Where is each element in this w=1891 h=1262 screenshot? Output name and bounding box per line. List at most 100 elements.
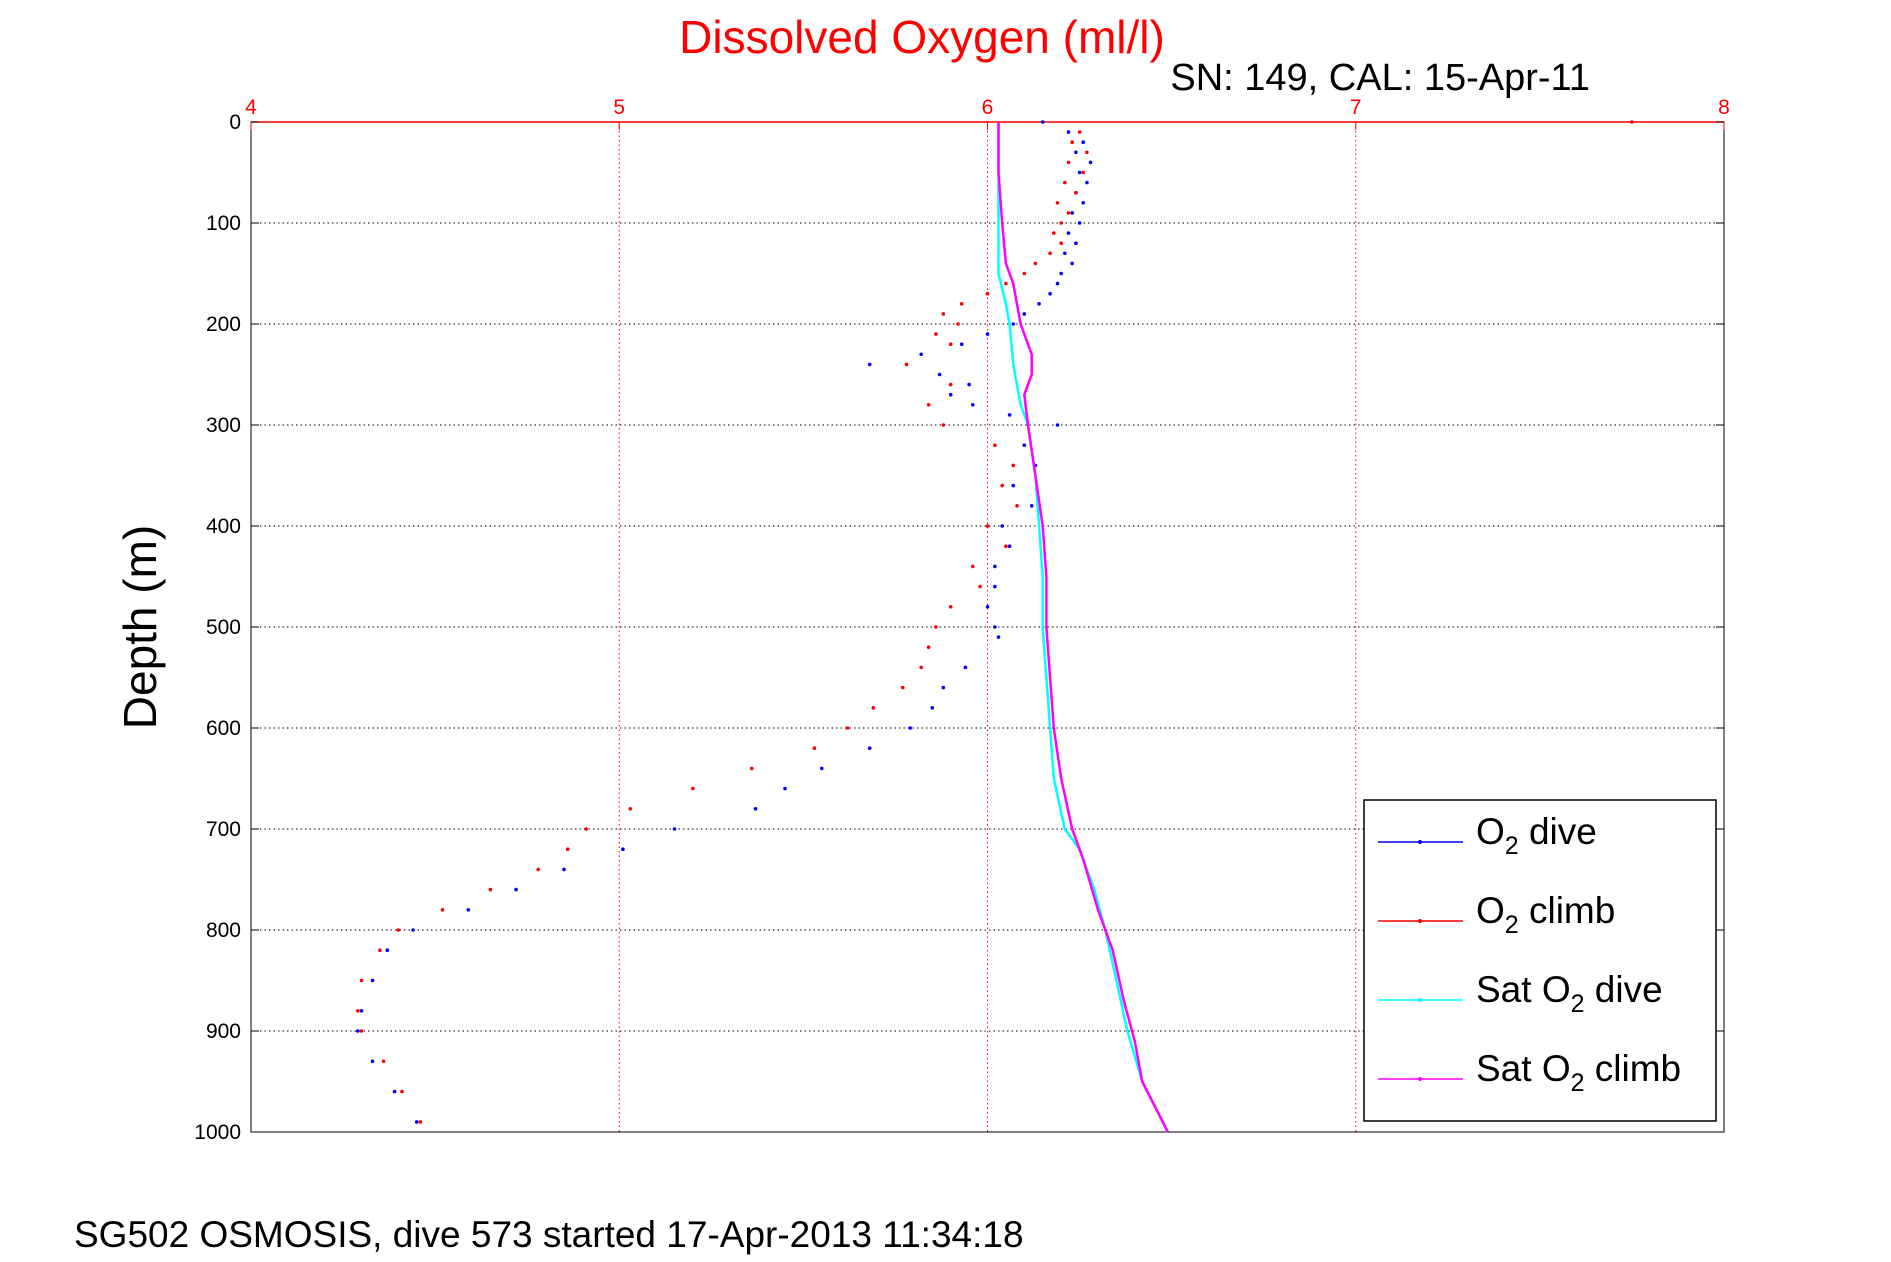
data-point-o2-dive [948,392,953,397]
data-point-o2-climb [941,312,946,316]
data-point-o2-climb [978,584,982,589]
data-point-o2-climb [941,423,946,427]
chart-subtitle: SN: 149, CAL: 15-Apr-11 [1170,57,1590,99]
y-tick-label: 0 [229,111,241,134]
legend: O2 dive O2 climb Sat O2 dive Sat O2 climb [1363,799,1717,1122]
data-point-o2-climb [400,1089,404,1094]
y-tick-label: 400 [206,515,241,538]
data-point-o2-dive [908,726,912,730]
data-point-o2-climb [381,1059,386,1064]
data-point-o2-dive [1070,261,1074,266]
data-point-o2-climb [359,978,364,983]
data-point-o2-dive [1074,150,1078,155]
series-sat-o2-climb [997,122,1170,1133]
data-point-o2-dive [1077,221,1082,225]
grid [251,122,1724,1132]
data-point-o2-dive [466,908,471,912]
data-point-o2-climb [871,706,876,710]
data-point-o2-dive [1055,423,1060,427]
y-tick-label: 100 [206,212,241,235]
legend-label-o2-dive: O2 dive [1476,811,1597,860]
x-tick-label: 4 [245,96,257,119]
data-point-o2-climb [956,322,960,326]
data-point-o2-climb [985,291,990,296]
series-line-sat-o2-climb [997,122,1170,1133]
legend-marker-sat-o2-dive [1418,998,1422,1002]
data-point-o2-dive [411,928,415,932]
data-point-o2-climb [750,766,754,771]
data-point-o2-climb [1059,241,1063,245]
data-point-o2-dive [1029,504,1034,508]
data-point-o2-climb [985,524,990,528]
data-point-o2-dive [1063,251,1067,256]
footer-caption: SG502 OSMOSIS, dive 573 started 17-Apr-2… [74,1214,1024,1255]
data-point-o2-climb [1063,180,1067,185]
data-point-o2-dive [1085,180,1089,185]
data-point-o2-dive [1040,120,1045,124]
data-point-o2-dive [1007,544,1012,548]
x-tick-label: 6 [982,96,994,119]
data-point-o2-climb [356,1009,360,1013]
data-point-o2-climb [359,1029,364,1033]
y-axis-label: Depth (m) [114,525,166,729]
data-point-o2-dive [993,625,997,629]
x-tick-label: 5 [613,96,625,119]
data-point-o2-climb [1048,251,1052,256]
data-point-o2-dive [783,786,787,791]
data-point-o2-dive [1059,271,1063,276]
series-o2-climb [356,120,1634,1124]
data-point-o2-climb [1052,231,1056,235]
y-tick-label: 900 [206,1020,241,1043]
data-point-o2-dive [370,1059,375,1064]
data-point-o2-dive [967,382,971,387]
data-point-o2-dive [1088,160,1093,165]
data-point-o2-climb [934,625,938,629]
data-point-o2-climb [1081,170,1085,175]
data-point-o2-climb [904,362,909,367]
data-point-o2-climb [536,867,540,872]
data-point-o2-dive [1011,483,1016,488]
data-point-o2-climb [1055,201,1060,205]
data-point-o2-dive [985,332,990,336]
data-point-o2-climb [1074,190,1078,195]
data-point-o2-dive [930,706,935,710]
data-point-o2-dive [996,635,1001,639]
data-point-o2-climb [959,302,964,306]
data-point-o2-dive [385,948,390,952]
data-point-o2-dive [867,362,872,367]
legend-marker-o2-dive [1418,840,1422,844]
data-point-o2-climb [948,342,953,347]
legend-label-sat-o2-dive: Sat O2 dive [1476,969,1663,1018]
data-point-o2-dive [937,372,942,377]
legend-marker-o2-climb [1418,919,1422,923]
data-point-o2-climb [1077,130,1082,134]
data-point-o2-dive [1000,524,1004,528]
chart-title: Dissolved Oxygen (ml/l) [679,11,1165,63]
data-point-o2-climb [1000,483,1004,488]
data-point-o2-climb [845,726,850,730]
data-point-o2-dive [392,1089,397,1094]
data-point-o2-dive [867,746,872,750]
data-point-o2-dive [963,665,968,670]
data-point-o2-dive [356,1029,360,1033]
y-tick-label: 800 [206,919,241,942]
series-layer [356,120,1634,1133]
y-axis-ticks: 0 100 200 300 400 500 600 700 800 900 1000 [194,111,1724,1144]
data-point-o2-climb [418,1120,423,1124]
legend-label-sat-o2-climb: Sat O2 climb [1476,1048,1681,1097]
y-tick-label: 1000 [194,1121,241,1144]
data-point-o2-climb [926,403,931,407]
data-point-o2-dive [1066,231,1071,235]
data-point-o2-climb [1059,221,1063,225]
data-point-o2-climb [584,827,588,831]
data-point-o2-climb [934,332,938,336]
data-point-o2-dive [414,1120,419,1124]
data-point-o2-dive [1037,302,1041,306]
data-point-o2-dive [562,867,566,872]
data-point-o2-climb [919,665,923,670]
data-point-o2-dive [359,1009,364,1013]
data-point-o2-climb [971,564,975,569]
data-point-o2-dive [971,403,975,407]
data-point-o2-climb [691,786,695,791]
